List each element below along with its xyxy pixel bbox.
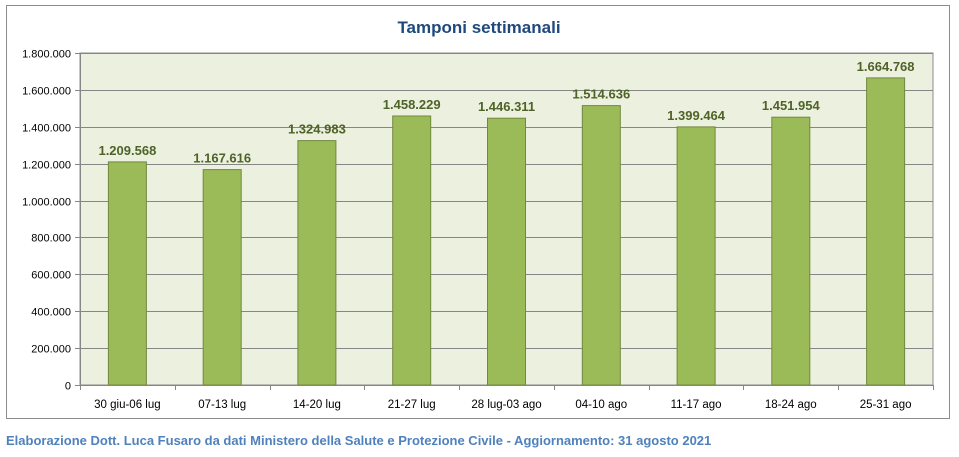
data-label: 1.167.616 [193,151,251,166]
x-tick-label: 18-24 ago [765,399,817,411]
y-tick-label: 1.400.000 [22,123,71,135]
y-tick-label: 1.000.000 [22,197,71,209]
x-tick-label: 21-27 lug [388,399,436,411]
bar [581,105,621,386]
x-tick-label: 28 lug-03 ago [471,399,541,411]
bar [676,126,716,386]
bar [866,77,906,386]
bar [771,116,811,386]
x-axis-ticks: 30 giu-06 lug 07-13 lug 14-20 lug 21-27 lug… [80,385,934,411]
x-tick-label: 30 giu-06 lug [94,399,161,411]
data-label: 1.451.954 [762,98,821,113]
bar [202,169,242,386]
axes [80,53,933,386]
y-tick-label: 200.000 [31,344,71,356]
bar [487,117,526,386]
y-tick-label: 600.000 [31,270,71,282]
footer-caption: Elaborazione Dott. Luca Fusaro da dati M… [6,433,712,448]
y-tick-label: 1.200.000 [22,160,71,172]
x-tick-label: 14-20 lug [293,399,341,411]
x-tick-label: 04-10 ago [575,399,627,411]
data-label: 1.399.464 [667,108,726,123]
y-tick-label: 0 [65,381,71,393]
y-tick-label: 400.000 [31,307,71,319]
data-label: 1.324.983 [288,122,346,137]
x-tick-label: 11-17 ago [671,399,722,411]
data-label: 1.664.768 [857,59,915,74]
y-tick-label: 1.800.000 [22,49,71,61]
bar [297,140,337,386]
bar [107,161,147,386]
x-tick-label: 07-13 lug [198,399,246,411]
data-label: 1.514.636 [572,87,630,102]
chart-title: Tamponi settimanali [397,18,560,37]
bars [107,77,906,386]
data-label: 1.209.568 [98,143,156,158]
y-tick-label: 1.600.000 [22,86,71,98]
data-label: 1.458.229 [383,97,441,112]
x-tick-label: 25-31 ago [860,399,912,411]
bar-chart: Tamponi settimanali 1.209.5681.167.6161.… [22,18,934,411]
bar [392,115,432,386]
chart-container: Tamponi settimanali 1.209.568 1.167.616 1.… [6,5,950,419]
data-labels: 1.209.568 1.167.616 1.324.983 1.458.229 1.44… [98,59,914,166]
y-axis-ticks: 0 200.000 400.000 600.000 800.000 1.000.000 1.… [22,49,80,393]
data-label: 1.446.311 [478,99,535,114]
y-tick-label: 800.000 [31,233,71,245]
